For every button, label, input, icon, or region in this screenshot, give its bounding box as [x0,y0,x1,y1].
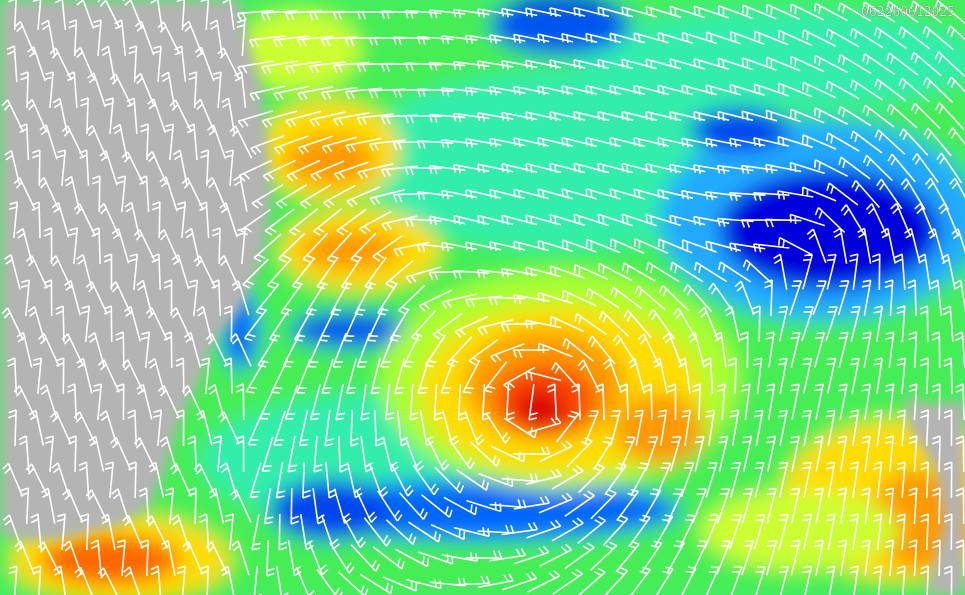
timestamp: 062260612025 [861,5,955,20]
